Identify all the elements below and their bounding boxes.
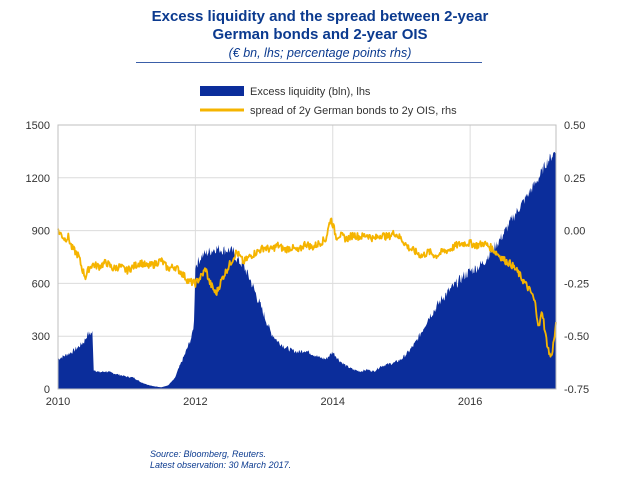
footnote: Source: Bloomberg, Reuters. Latest obser… — [150, 449, 291, 471]
left-axis-tick-label: 0 — [44, 384, 50, 396]
left-axis-tick-label: 300 — [32, 331, 50, 343]
chart-subtitle: (€ bn, lhs; percentage points rhs) — [228, 46, 412, 60]
x-axis-tick-label: 2014 — [321, 396, 345, 408]
source-note: Source: Bloomberg, Reuters. — [150, 449, 267, 459]
chart-title-line-1: Excess liquidity and the spread between … — [151, 8, 489, 25]
right-axis-tick-label: 0.00 — [564, 226, 585, 238]
spread-line — [57, 217, 557, 358]
x-axis: 2010 2012 2014 2016 — [46, 396, 483, 408]
excess-liquidity-series — [58, 151, 556, 389]
plot-frame — [57, 124, 557, 390]
left-axis-tick-label: 600 — [32, 278, 50, 290]
left-axis-tick-label: 900 — [32, 226, 50, 238]
left-axis-tick-label: 1500 — [26, 120, 50, 132]
left-axis-tick-label: 1200 — [26, 173, 50, 185]
chart-title-block: Excess liquidity and the spread between … — [0, 8, 640, 61]
legend-swatch-excess-liquidity — [200, 86, 244, 96]
left-axis: 0 300 600 900 1200 1500 — [26, 120, 50, 396]
x-axis-tick-label: 2010 — [46, 396, 70, 408]
right-axis-tick-label: 0.50 — [564, 120, 585, 132]
spread-series — [57, 217, 557, 358]
right-axis-tick-label: -0.25 — [564, 278, 589, 290]
right-axis-tick-label: -0.75 — [564, 384, 589, 396]
chart-title-line-2: German bonds and 2-year OIS — [212, 26, 428, 43]
right-axis-tick-label: 0.25 — [564, 173, 585, 185]
excess-liquidity-area — [58, 151, 556, 389]
latest-observation-note: Latest observation: 30 March 2017. — [150, 460, 292, 470]
legend-label-spread: spread of 2y German bonds to 2y OIS, rhs — [250, 105, 457, 117]
right-axis: -0.75 -0.50 -0.25 0.00 0.25 0.50 — [564, 120, 589, 396]
x-axis-tick-label: 2016 — [458, 396, 482, 408]
title-divider — [136, 62, 482, 63]
right-axis-tick-label: -0.50 — [564, 331, 589, 343]
legend: Excess liquidity (bln), lhs spread of 2y… — [200, 86, 457, 117]
legend-label-excess-liquidity: Excess liquidity (bln), lhs — [250, 86, 371, 98]
x-axis-tick-label: 2012 — [183, 396, 207, 408]
